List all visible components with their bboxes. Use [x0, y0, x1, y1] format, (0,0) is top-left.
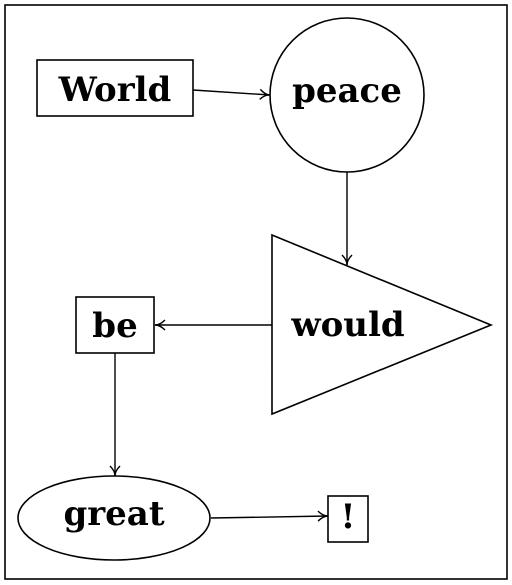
edge-great-to-exclaim [210, 510, 329, 522]
node-world-box [36, 59, 194, 117]
node-world-label: World [58, 70, 172, 110]
node-exclaim-box [327, 495, 369, 543]
node-great-ellipse [17, 475, 211, 561]
node-would-label: would [290, 305, 404, 345]
node-be: be [75, 296, 155, 354]
node-peace-label: peace [292, 71, 402, 111]
node-exclaim-label: ! [341, 497, 356, 537]
node-great: great [17, 475, 211, 561]
node-peace-circle [269, 17, 425, 173]
node-great-label: great [63, 494, 164, 534]
diagram-frame [4, 4, 508, 580]
node-world: World [36, 59, 194, 117]
node-would: would [271, 233, 494, 416]
node-be-label: be [92, 306, 137, 346]
node-would-triangle [271, 233, 494, 416]
node-peace: peace [269, 17, 425, 173]
node-exclaim: ! [327, 495, 369, 543]
node-be-box [75, 296, 155, 354]
edge-world-to-peace [192, 88, 271, 100]
